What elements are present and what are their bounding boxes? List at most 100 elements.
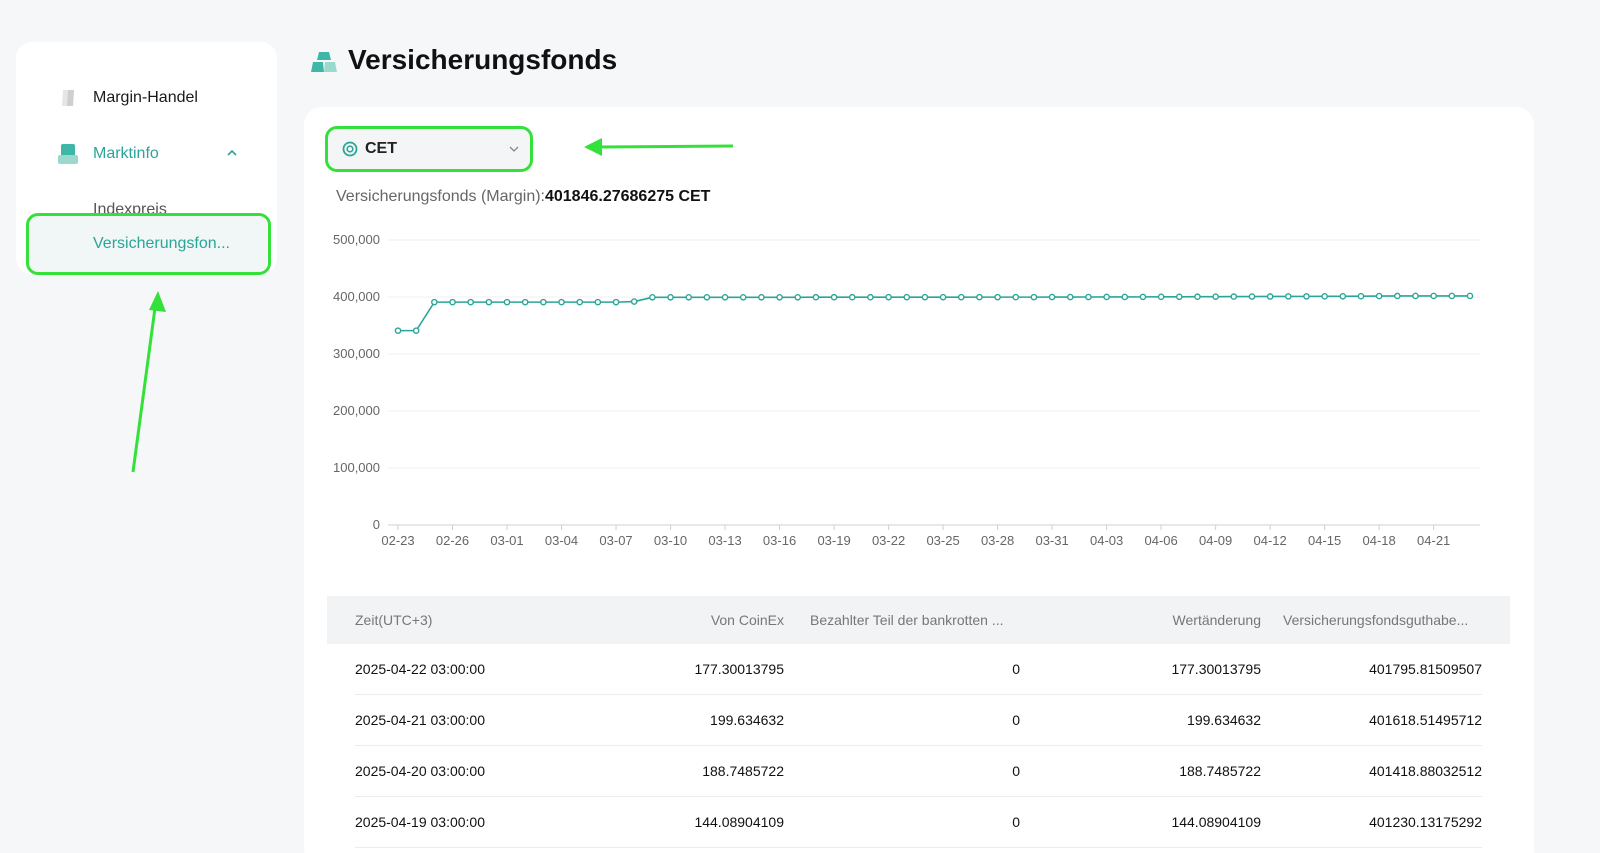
insurance-fund-table: Zeit(UTC+3) Von CoinEx Bezahlter Teil de…: [327, 596, 1510, 848]
data-point[interactable]: [1085, 293, 1092, 301]
data-point[interactable]: [1194, 293, 1201, 301]
x-tick-label: 02-23: [381, 533, 414, 548]
data-point[interactable]: [1412, 292, 1419, 300]
data-point[interactable]: [939, 293, 947, 301]
data-point[interactable]: [1030, 293, 1038, 301]
x-tick-label: 03-31: [1035, 533, 1068, 548]
x-tick-label: 03-25: [926, 533, 959, 548]
data-point[interactable]: [921, 293, 929, 301]
data-point[interactable]: [848, 293, 856, 301]
data-point[interactable]: [1157, 293, 1165, 301]
data-point[interactable]: [1139, 293, 1147, 301]
data-point[interactable]: [957, 293, 965, 301]
data-point[interactable]: [1048, 293, 1056, 301]
data-point[interactable]: [1175, 293, 1183, 301]
data-point[interactable]: [612, 298, 620, 306]
x-tick-label: 04-03: [1090, 533, 1123, 548]
data-point[interactable]: [739, 293, 747, 301]
data-point[interactable]: [776, 293, 783, 301]
data-point[interactable]: [1466, 292, 1474, 300]
data-point[interactable]: [1303, 293, 1310, 300]
data-point[interactable]: [1230, 293, 1238, 300]
data-point[interactable]: [830, 293, 838, 301]
data-point[interactable]: [485, 298, 493, 306]
x-tick-label: 03-10: [654, 533, 687, 548]
data-point[interactable]: [594, 298, 602, 306]
coinex-logo-icon: [342, 141, 358, 157]
insurance-fund-summary: Versicherungsfonds (Margin):401846.27686…: [336, 188, 710, 206]
data-point[interactable]: [1012, 293, 1020, 301]
data-point[interactable]: [1066, 293, 1074, 301]
data-point[interactable]: [1121, 293, 1129, 301]
x-tick-label: 04-06: [1144, 533, 1177, 548]
x-tick-label: 03-28: [981, 533, 1014, 548]
y-tick-label: 0: [373, 517, 380, 532]
data-point[interactable]: [521, 298, 529, 306]
data-point[interactable]: [794, 293, 802, 301]
data-point[interactable]: [1430, 292, 1437, 300]
data-point[interactable]: [1103, 293, 1110, 301]
data-point[interactable]: [812, 293, 820, 301]
x-tick-label: 03-13: [708, 533, 741, 548]
column-header-fund-balance: Versicherungsfondsguthabe...: [1283, 612, 1469, 628]
sidebar-item-market-info[interactable]: Marktinfo: [16, 134, 277, 174]
data-point[interactable]: [540, 298, 547, 306]
data-point[interactable]: [994, 293, 1001, 301]
data-point[interactable]: [431, 298, 438, 306]
cell-from-coinex: 144.08904109: [694, 814, 784, 830]
data-point[interactable]: [703, 293, 711, 301]
data-point[interactable]: [685, 293, 693, 301]
cell-bankrupt-paid: 0: [1012, 763, 1020, 779]
data-point[interactable]: [1212, 293, 1219, 300]
data-point[interactable]: [867, 293, 874, 301]
margin-icon: [62, 90, 74, 106]
data-point[interactable]: [649, 293, 656, 301]
data-point[interactable]: [903, 293, 911, 301]
table-body: 2025-04-22 03:00:00 177.30013795 0 177.3001…: [327, 644, 1510, 848]
data-point[interactable]: [394, 327, 402, 334]
sidebar-item-margin-trading[interactable]: Margin-Handel: [16, 78, 277, 118]
data-point[interactable]: [1339, 292, 1347, 300]
cell-fund-balance: 401230.13175292: [1369, 814, 1482, 830]
column-header-time: Zeit(UTC+3): [355, 612, 433, 628]
data-point[interactable]: [758, 293, 765, 301]
x-tick-label: 04-09: [1199, 533, 1232, 548]
data-point[interactable]: [721, 293, 729, 301]
chevron-down-icon: [509, 146, 519, 152]
main-card: [304, 107, 1534, 853]
cell-fund-balance: 401618.51495712: [1369, 712, 1482, 728]
x-tick-label: 03-16: [763, 533, 796, 548]
chevron-up-icon[interactable]: [225, 146, 239, 160]
cell-from-coinex: 199.634632: [710, 712, 784, 728]
data-point[interactable]: [558, 298, 565, 306]
data-point[interactable]: [412, 327, 420, 334]
cell-value-change: 199.634632: [1187, 712, 1261, 728]
coin-select[interactable]: CET: [328, 129, 530, 169]
sidebar-item-insurance-fund[interactable]: Versicherungsfon...: [26, 214, 267, 274]
data-point[interactable]: [1448, 292, 1456, 300]
cell-fund-balance: 401795.81509507: [1369, 661, 1482, 677]
data-point[interactable]: [1375, 292, 1383, 300]
data-point[interactable]: [667, 293, 674, 301]
cell-time: 2025-04-21 03:00:00: [355, 712, 485, 728]
data-point[interactable]: [449, 298, 456, 306]
data-point[interactable]: [1285, 293, 1292, 300]
data-point[interactable]: [576, 298, 583, 306]
data-point[interactable]: [1321, 293, 1328, 300]
data-point[interactable]: [503, 298, 511, 306]
data-point[interactable]: [1394, 292, 1401, 300]
data-point[interactable]: [1248, 293, 1256, 300]
y-tick-label: 200,000: [333, 403, 380, 418]
insurance-fund-value: 401846.27686275 CET: [544, 188, 711, 205]
data-point[interactable]: [976, 293, 983, 301]
cell-bankrupt-paid: 0: [1012, 712, 1020, 728]
cell-bankrupt-paid: 0: [1012, 814, 1020, 830]
x-tick-label: 03-07: [599, 533, 632, 548]
data-point[interactable]: [630, 298, 638, 305]
x-tick-label: 03-01: [490, 533, 523, 548]
data-point[interactable]: [885, 293, 892, 301]
data-point[interactable]: [1266, 293, 1274, 300]
data-point[interactable]: [467, 298, 474, 306]
x-tick-label: 03-22: [872, 533, 905, 548]
data-point[interactable]: [1357, 292, 1365, 300]
